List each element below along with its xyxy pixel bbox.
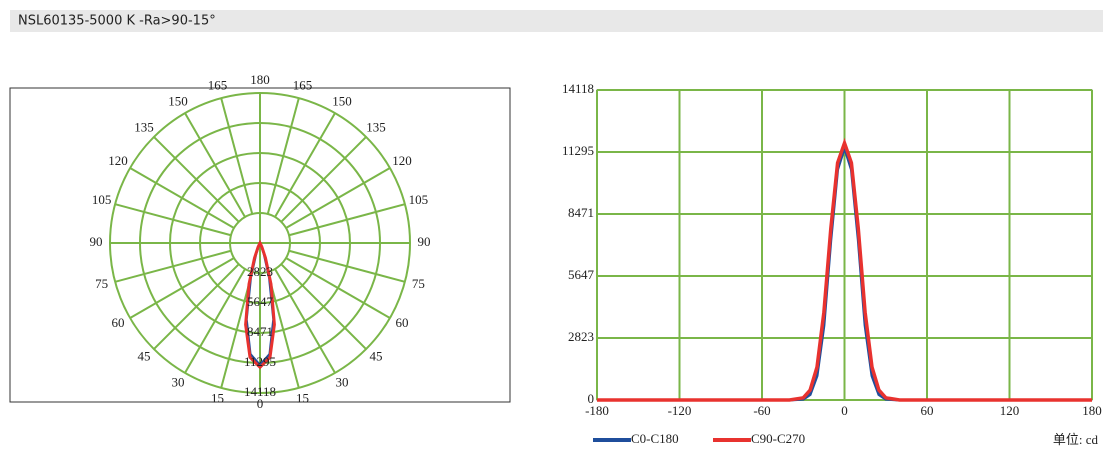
y-tick-label: 11295 — [562, 143, 594, 158]
angle-label: 120 — [108, 153, 128, 168]
legend-label: C90-C270 — [751, 431, 805, 446]
polar-curve — [244, 239, 276, 370]
polar-spoke — [184, 268, 246, 374]
angle-label: 60 — [396, 315, 409, 330]
page-title: NSL60135-5000 K -Ra>90-15° — [18, 14, 216, 29]
y-tick-label: 14118 — [562, 81, 594, 96]
angle-label: 165 — [208, 78, 228, 93]
polar-spoke — [288, 249, 406, 283]
angle-label: 45 — [369, 349, 382, 364]
angle-label: 15 — [211, 390, 224, 405]
radial-tick-label: 5647 — [247, 294, 274, 309]
angle-label: 150 — [332, 94, 352, 109]
y-tick-label: 0 — [588, 391, 595, 406]
polar-spoke — [153, 263, 240, 350]
angle-label: 105 — [92, 192, 112, 207]
x-tick-label: 0 — [841, 403, 848, 418]
x-tick-label: 60 — [921, 403, 934, 418]
polar-spoke — [285, 167, 391, 229]
unit-label: 单位: cd — [1053, 432, 1099, 447]
angle-label: 120 — [392, 153, 412, 168]
angle-label: 180 — [250, 72, 270, 87]
polar-spoke — [288, 203, 406, 237]
polar-spoke — [280, 136, 367, 223]
title-bar — [10, 10, 1103, 32]
series-line — [597, 137, 1092, 402]
angle-label: 45 — [138, 349, 151, 364]
polar-spoke — [220, 97, 254, 215]
y-tick-label: 5647 — [568, 267, 595, 282]
polar-spoke — [280, 263, 367, 350]
y-tick-label: 2823 — [568, 329, 594, 344]
angle-label: 150 — [168, 94, 188, 109]
y-tick-label: 8471 — [568, 205, 594, 220]
angle-label: 135 — [134, 119, 154, 134]
polar-spoke — [129, 167, 235, 229]
angle-label: 75 — [95, 276, 108, 291]
angle-label: 0 — [257, 396, 264, 411]
angle-label: 165 — [293, 78, 313, 93]
polar-spoke — [274, 268, 336, 374]
angle-label: 105 — [409, 192, 429, 207]
angle-label: 135 — [366, 119, 386, 134]
polar-spoke — [184, 112, 246, 218]
angle-label: 15 — [296, 390, 309, 405]
x-tick-label: 120 — [1000, 403, 1020, 418]
polar-spoke — [129, 257, 235, 319]
polar-spoke — [153, 136, 240, 223]
polar-spoke — [285, 257, 391, 319]
angle-label: 30 — [172, 374, 185, 389]
legend-label: C0-C180 — [631, 431, 679, 446]
polar-spoke — [274, 112, 336, 218]
polar-frame — [9, 87, 511, 403]
radial-tick-label: 11295 — [244, 354, 276, 369]
polar-spoke — [266, 97, 300, 215]
x-tick-label: 180 — [1082, 403, 1102, 418]
radial-tick-label: 8471 — [247, 324, 273, 339]
x-tick-label: -120 — [668, 403, 692, 418]
angle-label: 90 — [90, 234, 103, 249]
x-tick-label: -180 — [585, 403, 609, 418]
angle-label: 60 — [111, 315, 124, 330]
angle-label: 30 — [336, 374, 349, 389]
polar-spoke — [114, 249, 232, 283]
x-tick-label: -60 — [753, 403, 770, 418]
angle-label: 75 — [412, 276, 425, 291]
radial-tick-label: 2823 — [247, 264, 273, 279]
angle-label: 90 — [418, 234, 431, 249]
radial-tick-label: 14118 — [244, 384, 276, 399]
polar-spoke — [114, 203, 232, 237]
